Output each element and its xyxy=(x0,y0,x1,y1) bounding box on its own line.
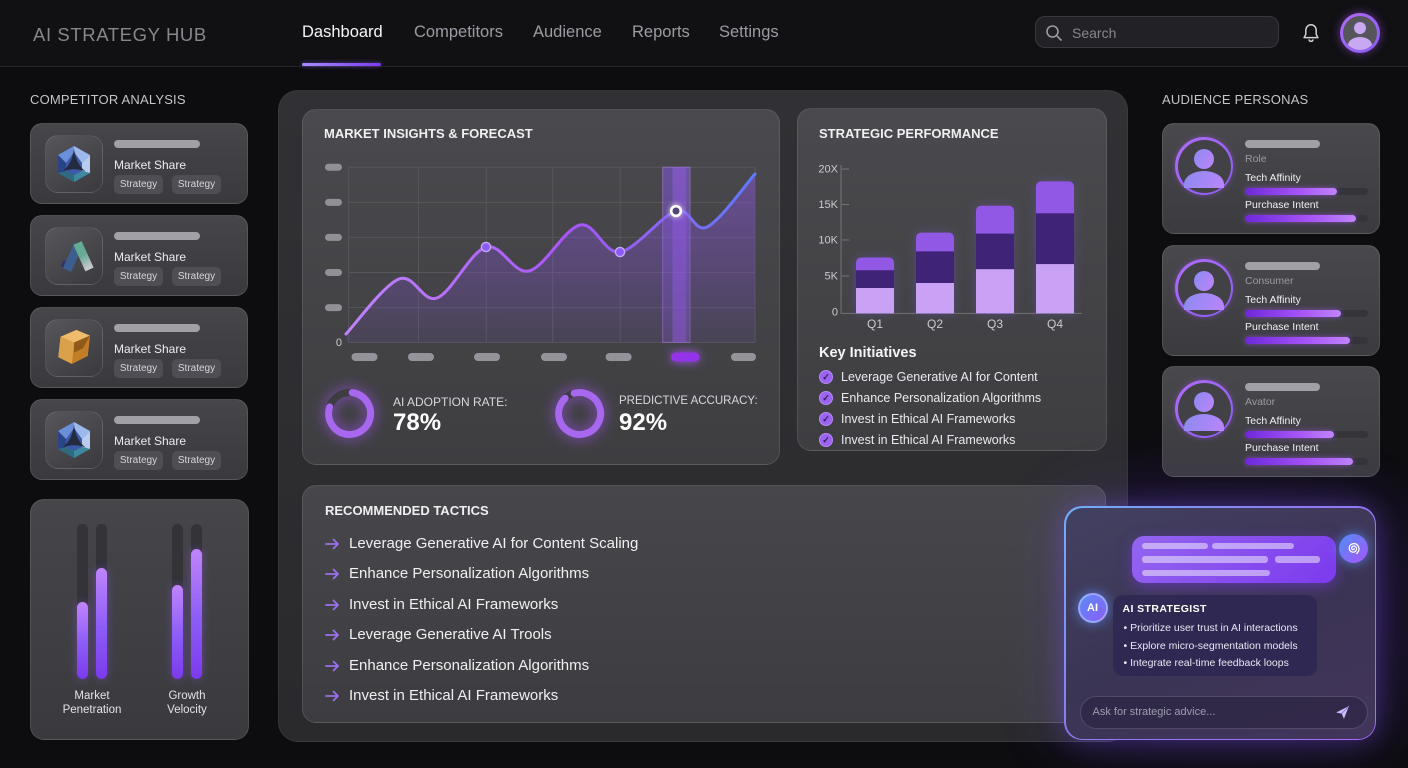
svg-text:Q1: Q1 xyxy=(867,317,883,331)
svg-text:Q2: Q2 xyxy=(927,317,943,331)
svg-text:0: 0 xyxy=(832,307,838,319)
svg-text:5K: 5K xyxy=(825,271,839,283)
svg-text:20X: 20X xyxy=(818,164,838,176)
svg-text:10K: 10K xyxy=(818,235,838,247)
svg-text:Q3: Q3 xyxy=(987,317,1003,331)
svg-text:Q4: Q4 xyxy=(1047,317,1063,331)
svg-text:0: 0 xyxy=(336,337,342,349)
svg-text:15K: 15K xyxy=(818,199,838,211)
